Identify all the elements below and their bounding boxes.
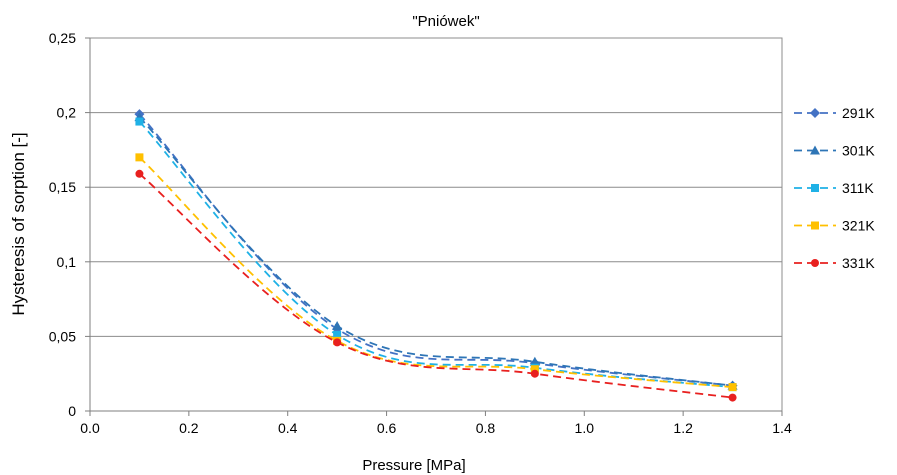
data-point xyxy=(728,393,737,402)
x-tick-label: 1.2 xyxy=(673,420,693,436)
legend-item: 321K xyxy=(794,218,875,234)
data-point xyxy=(530,365,539,374)
legend-marker xyxy=(810,145,820,155)
legend-label: 321K xyxy=(842,218,875,234)
series-line xyxy=(138,156,733,389)
series-331K xyxy=(135,169,737,402)
legend-item: 291K xyxy=(794,105,875,121)
x-tick-label: 0.4 xyxy=(278,420,298,436)
legend: 291K 301K 311K 321K 331K xyxy=(794,105,875,271)
x-tick-label: 0.6 xyxy=(377,420,397,436)
data-point xyxy=(135,153,144,162)
legend-label: 311K xyxy=(842,180,874,196)
legend-label: 331K xyxy=(842,255,875,271)
x-tick-label: 1.0 xyxy=(575,420,595,436)
legend-item: 301K xyxy=(794,143,875,159)
legend-marker xyxy=(811,221,819,230)
series-line xyxy=(138,113,733,387)
y-tick-label: 0,05 xyxy=(49,328,76,344)
series-line xyxy=(138,120,733,389)
legend-marker xyxy=(810,108,820,118)
legend-marker xyxy=(811,184,819,192)
legend-marker xyxy=(811,259,819,267)
x-tick-label: 0.8 xyxy=(476,420,496,436)
data-point xyxy=(135,169,144,178)
y-tick-label: 0,2 xyxy=(57,105,77,121)
legend-label: 301K xyxy=(842,143,875,159)
data-point xyxy=(530,369,539,378)
x-axis-label: Pressure [MPa] xyxy=(362,457,465,474)
series-line xyxy=(138,173,733,399)
series-line xyxy=(138,116,733,387)
data-point xyxy=(332,320,343,330)
y-tick-label: 0,15 xyxy=(49,179,76,195)
y-tick-label: 0 xyxy=(68,403,76,419)
data-point xyxy=(728,383,737,392)
axes: 0.0 0.2 0.4 0.6 0.8 1.0 1.2 1.4 0 0,05 0,1 0,15 0,2 0… xyxy=(49,30,792,436)
series-301K xyxy=(134,112,738,390)
x-tick-label: 0.2 xyxy=(179,420,199,436)
y-tick-label: 0,1 xyxy=(57,254,77,270)
data-point xyxy=(333,338,342,347)
data-point xyxy=(333,330,342,339)
plot-border xyxy=(89,37,783,412)
series-layer xyxy=(134,109,738,402)
legend-label: 291K xyxy=(842,105,875,121)
data-point xyxy=(529,356,540,366)
series-291K xyxy=(134,109,738,391)
data-point xyxy=(135,117,144,126)
plot-area-border xyxy=(89,37,783,412)
x-tick-label: 1.4 xyxy=(772,420,792,436)
chart-title: "Pniówek" xyxy=(412,13,479,30)
y-tick-label: 0,25 xyxy=(49,30,76,46)
legend-item: 311K xyxy=(794,180,874,196)
x-tick-label: 0.0 xyxy=(80,420,100,436)
legend-item: 331K xyxy=(794,255,875,271)
y-axis-label: Hysteresis of sorption [-] xyxy=(9,132,28,315)
series-311K xyxy=(135,117,737,392)
